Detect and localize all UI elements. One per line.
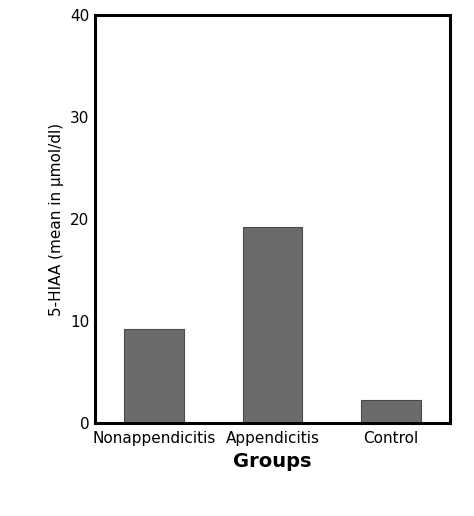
Bar bbox=[361, 400, 420, 423]
Bar bbox=[124, 329, 184, 423]
X-axis label: Groups: Groups bbox=[233, 452, 312, 471]
Y-axis label: 5-HIAA (mean in μmol/dl): 5-HIAA (mean in μmol/dl) bbox=[49, 123, 64, 316]
Bar bbox=[243, 228, 302, 423]
